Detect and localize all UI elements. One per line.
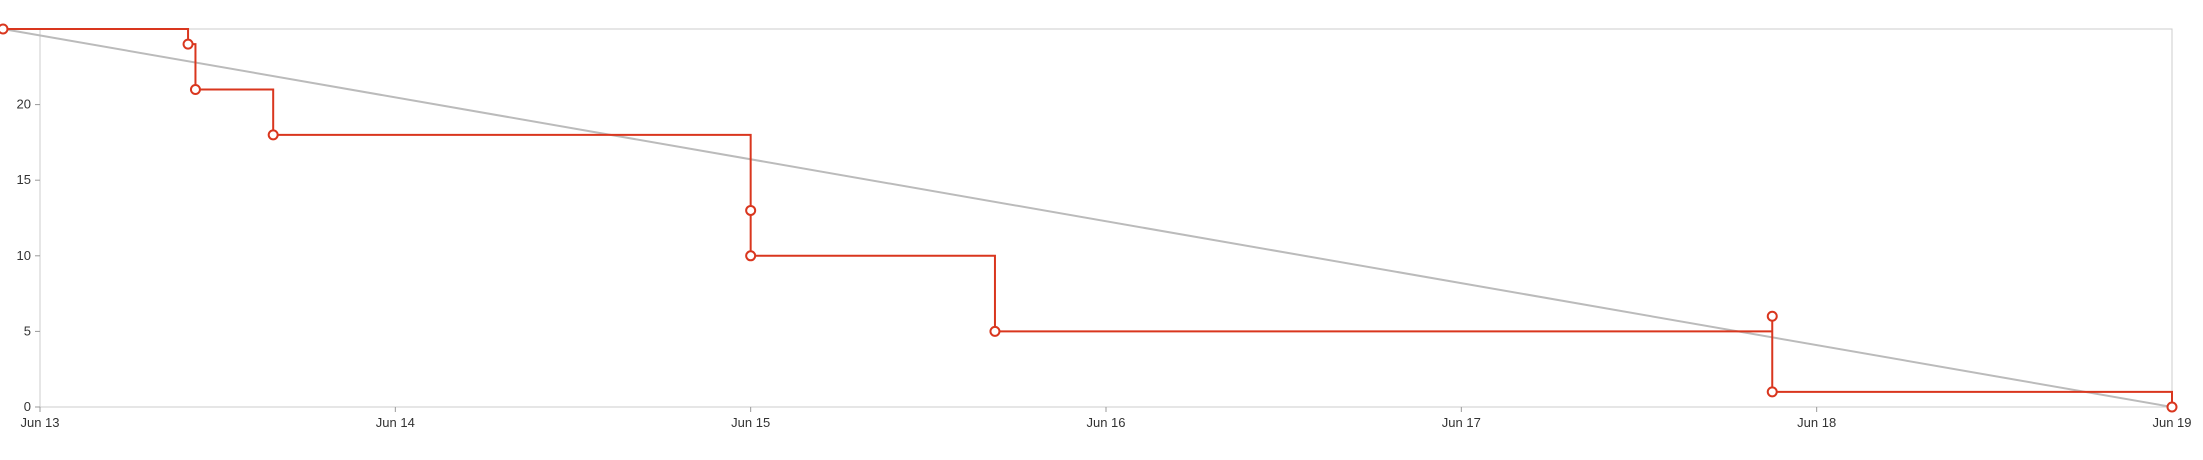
ideal-guideline bbox=[2, 28, 2173, 408]
data-point bbox=[182, 38, 194, 50]
y-tick-label: 20 bbox=[17, 97, 31, 112]
x-tick-label: Jun 19 bbox=[2152, 415, 2191, 430]
y-tick-label: 15 bbox=[17, 172, 31, 187]
data-point bbox=[1766, 386, 1778, 398]
data-point bbox=[989, 325, 1001, 337]
data-points bbox=[0, 23, 2178, 413]
x-tick-label: Jun 16 bbox=[1086, 415, 1125, 430]
x-tick-label: Jun 13 bbox=[20, 415, 59, 430]
y-tick-label: 5 bbox=[24, 323, 31, 338]
x-tick-label: Jun 17 bbox=[1442, 415, 1481, 430]
data-point bbox=[189, 83, 201, 95]
y-tick-label: 0 bbox=[24, 399, 31, 414]
y-tick-label: 10 bbox=[17, 248, 31, 263]
data-point bbox=[745, 250, 757, 262]
ideal-guideline-line bbox=[2, 28, 2173, 408]
x-tick-label: Jun 14 bbox=[376, 415, 415, 430]
data-point bbox=[745, 204, 757, 216]
data-point bbox=[2166, 401, 2178, 413]
axes: Jun 13 Jun 14 Jun 15 Jun 16 Jun 17 Jun 18 Jun … bbox=[17, 28, 2192, 430]
x-tick-label: Jun 15 bbox=[731, 415, 770, 430]
data-point bbox=[0, 23, 9, 35]
data-point bbox=[267, 129, 279, 141]
x-tick-label: Jun 18 bbox=[1797, 415, 1836, 430]
data-point bbox=[1766, 310, 1778, 322]
